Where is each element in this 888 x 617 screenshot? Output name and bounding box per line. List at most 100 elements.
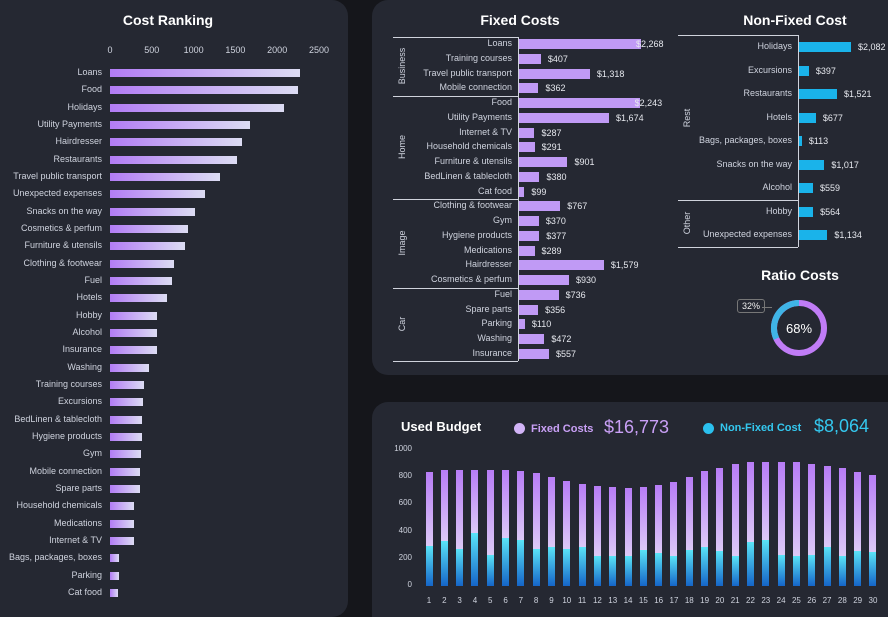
budget-bar-nonfixed bbox=[716, 551, 724, 586]
ranking-bar bbox=[110, 398, 144, 407]
nonfixed-value-label: $564 bbox=[820, 206, 841, 217]
budget-bar-nonfixed bbox=[547, 546, 555, 586]
ranking-label: Furniture & utensils bbox=[24, 240, 102, 251]
fixed-bar bbox=[519, 83, 539, 94]
fixed-group-label: Car bbox=[397, 317, 407, 332]
budget-x-tick: 9 bbox=[549, 596, 554, 605]
ranking-bar bbox=[110, 207, 196, 216]
fixed-item-label: Internet & TV bbox=[459, 126, 512, 137]
fixed-value-label: $362 bbox=[545, 83, 566, 94]
fixed-item-label: Mobile connection bbox=[439, 82, 512, 93]
fixed-value-label: $289 bbox=[541, 245, 562, 256]
budget-x-tick: 23 bbox=[761, 596, 771, 605]
nonfixed-group-divider bbox=[678, 199, 798, 201]
budget-bar-nonfixed bbox=[731, 556, 739, 586]
ranking-bar bbox=[110, 380, 145, 389]
fixed-bar bbox=[519, 112, 610, 123]
fixed-item-label: Insurance bbox=[472, 347, 512, 358]
fixed-item-label: Washing bbox=[477, 333, 512, 344]
ranking-label: Travel public transport bbox=[13, 170, 102, 181]
budget-y-tick: 0 bbox=[407, 580, 412, 589]
ranking-label: Restaurants bbox=[53, 153, 102, 164]
fixed-value-label: $2,268 bbox=[636, 39, 664, 49]
fixed-value-label: $1,674 bbox=[616, 112, 644, 123]
fixed-value-label: $99 bbox=[531, 186, 547, 197]
ranking-label: Hobby bbox=[75, 309, 102, 320]
fixed-item-label: Travel public transport bbox=[423, 67, 512, 78]
budget-x-tick: 10 bbox=[562, 596, 572, 605]
nonfixed-value-label: $113 bbox=[808, 136, 829, 146]
fixed-value-label: $407 bbox=[547, 53, 568, 64]
fixed-value-label: $1,579 bbox=[610, 260, 639, 271]
ranking-x-tick: 2500 bbox=[308, 45, 330, 55]
budget-bar-fixed bbox=[639, 487, 647, 550]
fixed-item-label: Gym bbox=[493, 215, 512, 226]
ranking-x-tick: 500 bbox=[144, 45, 160, 55]
fixed-group-divider bbox=[393, 95, 518, 97]
fixed-bar bbox=[519, 289, 559, 300]
fixed-item-label: Parking bbox=[481, 318, 512, 329]
ranking-label: Unexpected expenses bbox=[12, 188, 102, 199]
fixed-item-label: Training courses bbox=[445, 52, 512, 63]
fixed-value-label: $377 bbox=[546, 230, 567, 241]
ranking-bar bbox=[110, 363, 150, 372]
fixed-group-divider bbox=[393, 198, 518, 200]
budget-bar-fixed bbox=[517, 471, 525, 540]
donut-nonfixed-slice bbox=[771, 300, 827, 356]
budget-x-tick: 2 bbox=[442, 596, 447, 605]
nonfixed-item-label: Unexpected expenses bbox=[702, 229, 792, 239]
budget-x-tick: 25 bbox=[791, 596, 801, 605]
fixed-value-label: $380 bbox=[546, 171, 567, 182]
budget-bar-fixed bbox=[838, 468, 846, 557]
budget-bar-nonfixed bbox=[425, 545, 433, 586]
budget-bar-nonfixed bbox=[593, 556, 601, 586]
budget-bar-nonfixed bbox=[639, 549, 647, 586]
ranking-label: Fuel bbox=[84, 274, 102, 285]
budget-x-tick: 17 bbox=[669, 596, 679, 605]
ranking-bar bbox=[110, 172, 221, 181]
ranking-label: Internet & TV bbox=[49, 534, 102, 545]
budget-bar-fixed bbox=[486, 469, 494, 555]
nonfixed-bar bbox=[799, 159, 825, 170]
fixed-item-label: Cosmetics & perfum bbox=[430, 274, 512, 285]
budget-bar-fixed bbox=[854, 472, 862, 552]
ratio-costs-title: Ratio Costs bbox=[761, 267, 839, 283]
ranking-bar bbox=[110, 519, 135, 528]
budget-x-tick: 24 bbox=[776, 596, 786, 605]
fixed-bar bbox=[519, 142, 535, 153]
budget-bar-fixed bbox=[425, 472, 433, 546]
budget-bar-fixed bbox=[777, 461, 785, 555]
ranking-bar bbox=[110, 484, 140, 493]
ranking-bar bbox=[110, 138, 242, 147]
fixed-bar bbox=[519, 275, 570, 286]
fixed-bar bbox=[519, 98, 640, 109]
nonfixed-value-label: $1,521 bbox=[843, 89, 872, 99]
fixed-bar bbox=[519, 157, 568, 168]
fixed-item-label: Furniture & utensils bbox=[434, 156, 512, 167]
ranking-label: Food bbox=[81, 84, 102, 95]
budget-x-tick: 3 bbox=[457, 596, 462, 605]
ranking-x-tick: 1000 bbox=[183, 45, 204, 55]
fixed-bar bbox=[519, 127, 535, 138]
ranking-bar bbox=[110, 346, 157, 355]
nonfixed-item-label: Holidays bbox=[757, 41, 792, 51]
fixed-item-label: Loans bbox=[487, 38, 512, 48]
ranking-label: Holidays bbox=[67, 101, 102, 112]
fixed-group-label: Image bbox=[397, 230, 407, 256]
nonfixed-value-label: $559 bbox=[819, 183, 840, 193]
ranking-bar bbox=[110, 69, 300, 77]
fixed-bracket-top bbox=[393, 36, 518, 38]
ranking-bar bbox=[110, 571, 120, 580]
fixed-bar bbox=[519, 68, 590, 79]
budget-bar-fixed bbox=[593, 486, 601, 557]
budget-bar-nonfixed bbox=[624, 556, 632, 586]
budget-bar-nonfixed bbox=[869, 552, 877, 586]
fixed-bar bbox=[519, 348, 549, 359]
budget-bar-fixed bbox=[716, 467, 724, 552]
budget-bar-nonfixed bbox=[792, 556, 800, 586]
ranking-x-tick: 1500 bbox=[225, 45, 246, 55]
fixed-legend-dot-icon bbox=[514, 423, 525, 434]
fixed-item-label: BedLinen & tablecloth bbox=[424, 170, 512, 181]
budget-bar-fixed bbox=[624, 488, 632, 557]
budget-bar-fixed bbox=[609, 487, 617, 557]
